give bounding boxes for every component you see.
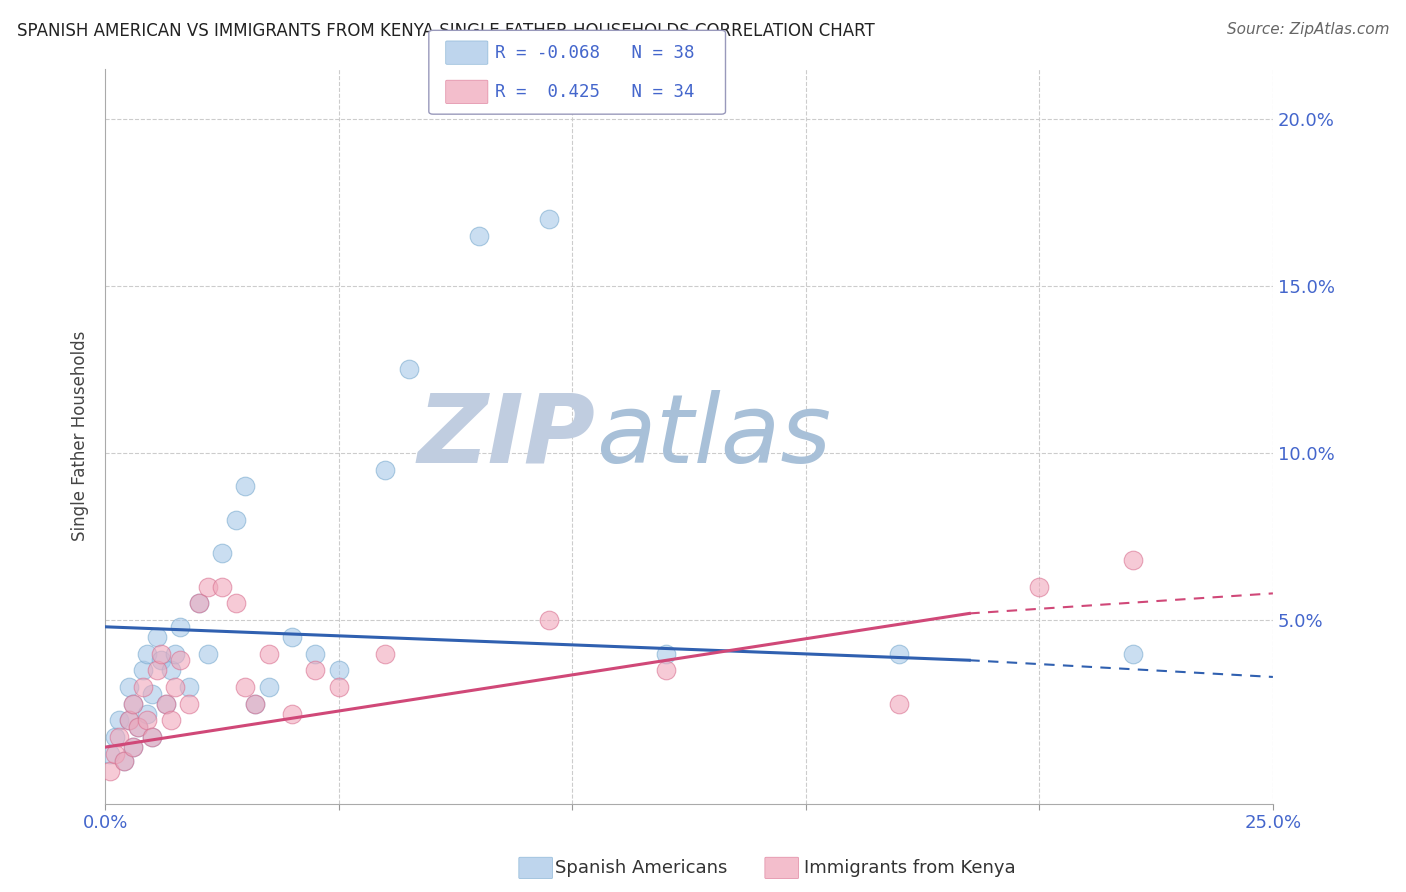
Point [145, 663, 167, 677]
Point [145, 630, 167, 644]
Point [187, 596, 209, 610]
Y-axis label: Single Father Households: Single Father Households [72, 331, 89, 541]
Point [537, 613, 560, 627]
Point [165, 680, 187, 694]
Point [122, 697, 145, 711]
Point [127, 720, 149, 734]
Point [304, 647, 326, 661]
Point [304, 663, 326, 677]
Point [169, 653, 191, 667]
Point [281, 706, 304, 721]
Point [117, 714, 139, 728]
Point [1028, 580, 1050, 594]
Text: R = -0.068   N = 38: R = -0.068 N = 38 [495, 44, 695, 62]
Point [136, 706, 159, 721]
Point [328, 663, 350, 677]
Point [103, 730, 125, 744]
Point [225, 513, 247, 527]
Point [211, 546, 233, 560]
Point [122, 697, 145, 711]
Point [131, 663, 153, 677]
Point [468, 228, 491, 243]
Point [117, 680, 139, 694]
Point [169, 620, 191, 634]
Point [103, 747, 125, 761]
Point [179, 680, 201, 694]
Text: atlas: atlas [596, 390, 831, 483]
Point [98, 747, 121, 761]
Point [108, 730, 131, 744]
Point [537, 211, 560, 226]
Point [328, 680, 350, 694]
Text: ZIP: ZIP [418, 390, 596, 483]
Point [654, 647, 676, 661]
Point [127, 720, 149, 734]
Point [1122, 647, 1144, 661]
Point [108, 714, 131, 728]
Point [197, 580, 219, 594]
Point [374, 647, 396, 661]
Text: R =  0.425   N = 34: R = 0.425 N = 34 [495, 83, 695, 101]
Point [117, 714, 139, 728]
Point [141, 687, 163, 701]
Point [155, 697, 177, 711]
Point [136, 714, 159, 728]
Point [122, 740, 145, 755]
Point [131, 680, 153, 694]
Point [243, 697, 266, 711]
Point [889, 697, 911, 711]
Text: SPANISH AMERICAN VS IMMIGRANTS FROM KENYA SINGLE FATHER HOUSEHOLDS CORRELATION C: SPANISH AMERICAN VS IMMIGRANTS FROM KENY… [17, 22, 875, 40]
Point [233, 479, 256, 493]
Point [225, 596, 247, 610]
Point [141, 730, 163, 744]
Point [233, 680, 256, 694]
Point [281, 630, 304, 644]
Point [159, 663, 181, 677]
Point [112, 754, 135, 768]
Point [155, 697, 177, 711]
Point [179, 697, 201, 711]
Point [889, 647, 911, 661]
Point [197, 647, 219, 661]
Text: Immigrants from Kenya: Immigrants from Kenya [804, 859, 1017, 877]
Point [243, 697, 266, 711]
Point [136, 647, 159, 661]
Point [98, 764, 121, 778]
Point [374, 463, 396, 477]
Point [257, 680, 280, 694]
Point [159, 714, 181, 728]
Point [165, 647, 187, 661]
Point [654, 663, 676, 677]
Point [211, 580, 233, 594]
Point [398, 362, 420, 376]
Point [141, 730, 163, 744]
Point [112, 754, 135, 768]
Point [187, 596, 209, 610]
Text: Source: ZipAtlas.com: Source: ZipAtlas.com [1226, 22, 1389, 37]
Point [1122, 553, 1144, 567]
Point [150, 647, 173, 661]
Point [150, 653, 173, 667]
Text: Spanish Americans: Spanish Americans [555, 859, 728, 877]
Point [257, 647, 280, 661]
Point [122, 740, 145, 755]
